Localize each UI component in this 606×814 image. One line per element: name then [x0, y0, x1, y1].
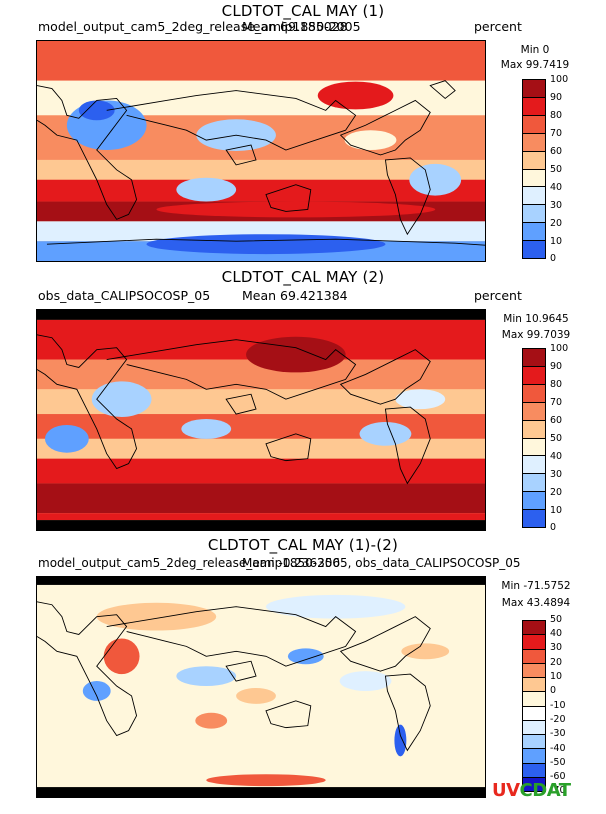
- panel2-map: [36, 309, 486, 531]
- panel3-tick: -50: [550, 757, 566, 768]
- panel3-tick: 40: [550, 628, 563, 639]
- panel1-min-label: Min 0: [520, 44, 550, 56]
- panel2-title: CLDTOT_CAL MAY (2): [221, 268, 385, 286]
- panel3-tick: 0: [550, 685, 557, 696]
- panel3-min-label: Min -71.5752: [501, 580, 571, 592]
- panel1-mean-label: Mean 69.185028: [242, 19, 348, 34]
- panel1-tick: 80: [550, 110, 563, 121]
- panel2-tick: 50: [550, 433, 563, 444]
- panel2-colorbar: [522, 348, 546, 528]
- panel3-tick: -40: [550, 743, 566, 754]
- panel2-tick: 100: [550, 343, 569, 354]
- panel2-tick: 20: [550, 487, 563, 498]
- panel2-max-label: Max 99.7039: [501, 329, 571, 341]
- panel1-map: [36, 40, 486, 262]
- panel2-tick: 60: [550, 415, 563, 426]
- panel2-min-label: Min 10.9645: [503, 313, 569, 325]
- logo-text-uv: UV: [492, 780, 520, 801]
- panel1-tick: 60: [550, 146, 563, 157]
- panel1-tick: 20: [550, 218, 563, 229]
- panel3-max-label: Max 43.4894: [501, 597, 571, 609]
- panel3-tick: -70: [550, 785, 566, 796]
- panel1-units-label: percent: [474, 19, 522, 34]
- panel1-max-label: Max 99.7419: [500, 59, 570, 71]
- panel3-tick: 50: [550, 614, 563, 625]
- panel1-tick: 0: [550, 253, 557, 264]
- uvcdat-logo: UVCDAT: [492, 780, 571, 801]
- panel1-title: CLDTOT_CAL MAY (1): [221, 2, 385, 20]
- panel2-tick: 10: [550, 505, 563, 516]
- panel2-tick: 70: [550, 397, 563, 408]
- panel1-tick: 50: [550, 164, 563, 175]
- panel1-colorbar: [522, 79, 546, 259]
- panel2-units-label: percent: [474, 288, 522, 303]
- panel3-mean-label: Mean -0.236356: [242, 556, 341, 570]
- panel1-tick: 90: [550, 92, 563, 103]
- panel3-tick: -10: [550, 700, 566, 711]
- panel1-tick: 30: [550, 200, 563, 211]
- panel3-tick: 30: [550, 642, 563, 653]
- panel1-dataset-label: model_output_cam5_2deg_release_amip1850-…: [38, 19, 361, 34]
- panel1-tick: 10: [550, 236, 563, 247]
- panel2-mean-label: Mean 69.421384: [242, 288, 348, 303]
- panel3-dataset-label: model_output_cam5_2deg_release_amip1850-…: [38, 556, 521, 570]
- panel3-tick: -30: [550, 728, 566, 739]
- panel3-tick: 20: [550, 657, 563, 668]
- panel2-tick: 40: [550, 451, 563, 462]
- panel1-tick: 100: [550, 74, 569, 85]
- panel3-map: [36, 576, 486, 798]
- logo-text-cdat: CDAT: [519, 780, 571, 801]
- panel3-tick: 10: [550, 671, 563, 682]
- panel2-dataset-label: obs_data_CALIPSOCOSP_05: [38, 288, 211, 303]
- panel1-tick: 40: [550, 182, 563, 193]
- panel2-tick: 80: [550, 379, 563, 390]
- panel2-tick: 0: [550, 522, 557, 533]
- panel2-tick: 30: [550, 469, 563, 480]
- panel3-tick: -60: [550, 771, 566, 782]
- panel1-tick: 70: [550, 128, 563, 139]
- panel2-tick: 90: [550, 361, 563, 372]
- panel3-title: CLDTOT_CAL MAY (1)-(2): [207, 536, 399, 554]
- panel3-colorbar: [522, 620, 546, 792]
- panel3-tick: -20: [550, 714, 566, 725]
